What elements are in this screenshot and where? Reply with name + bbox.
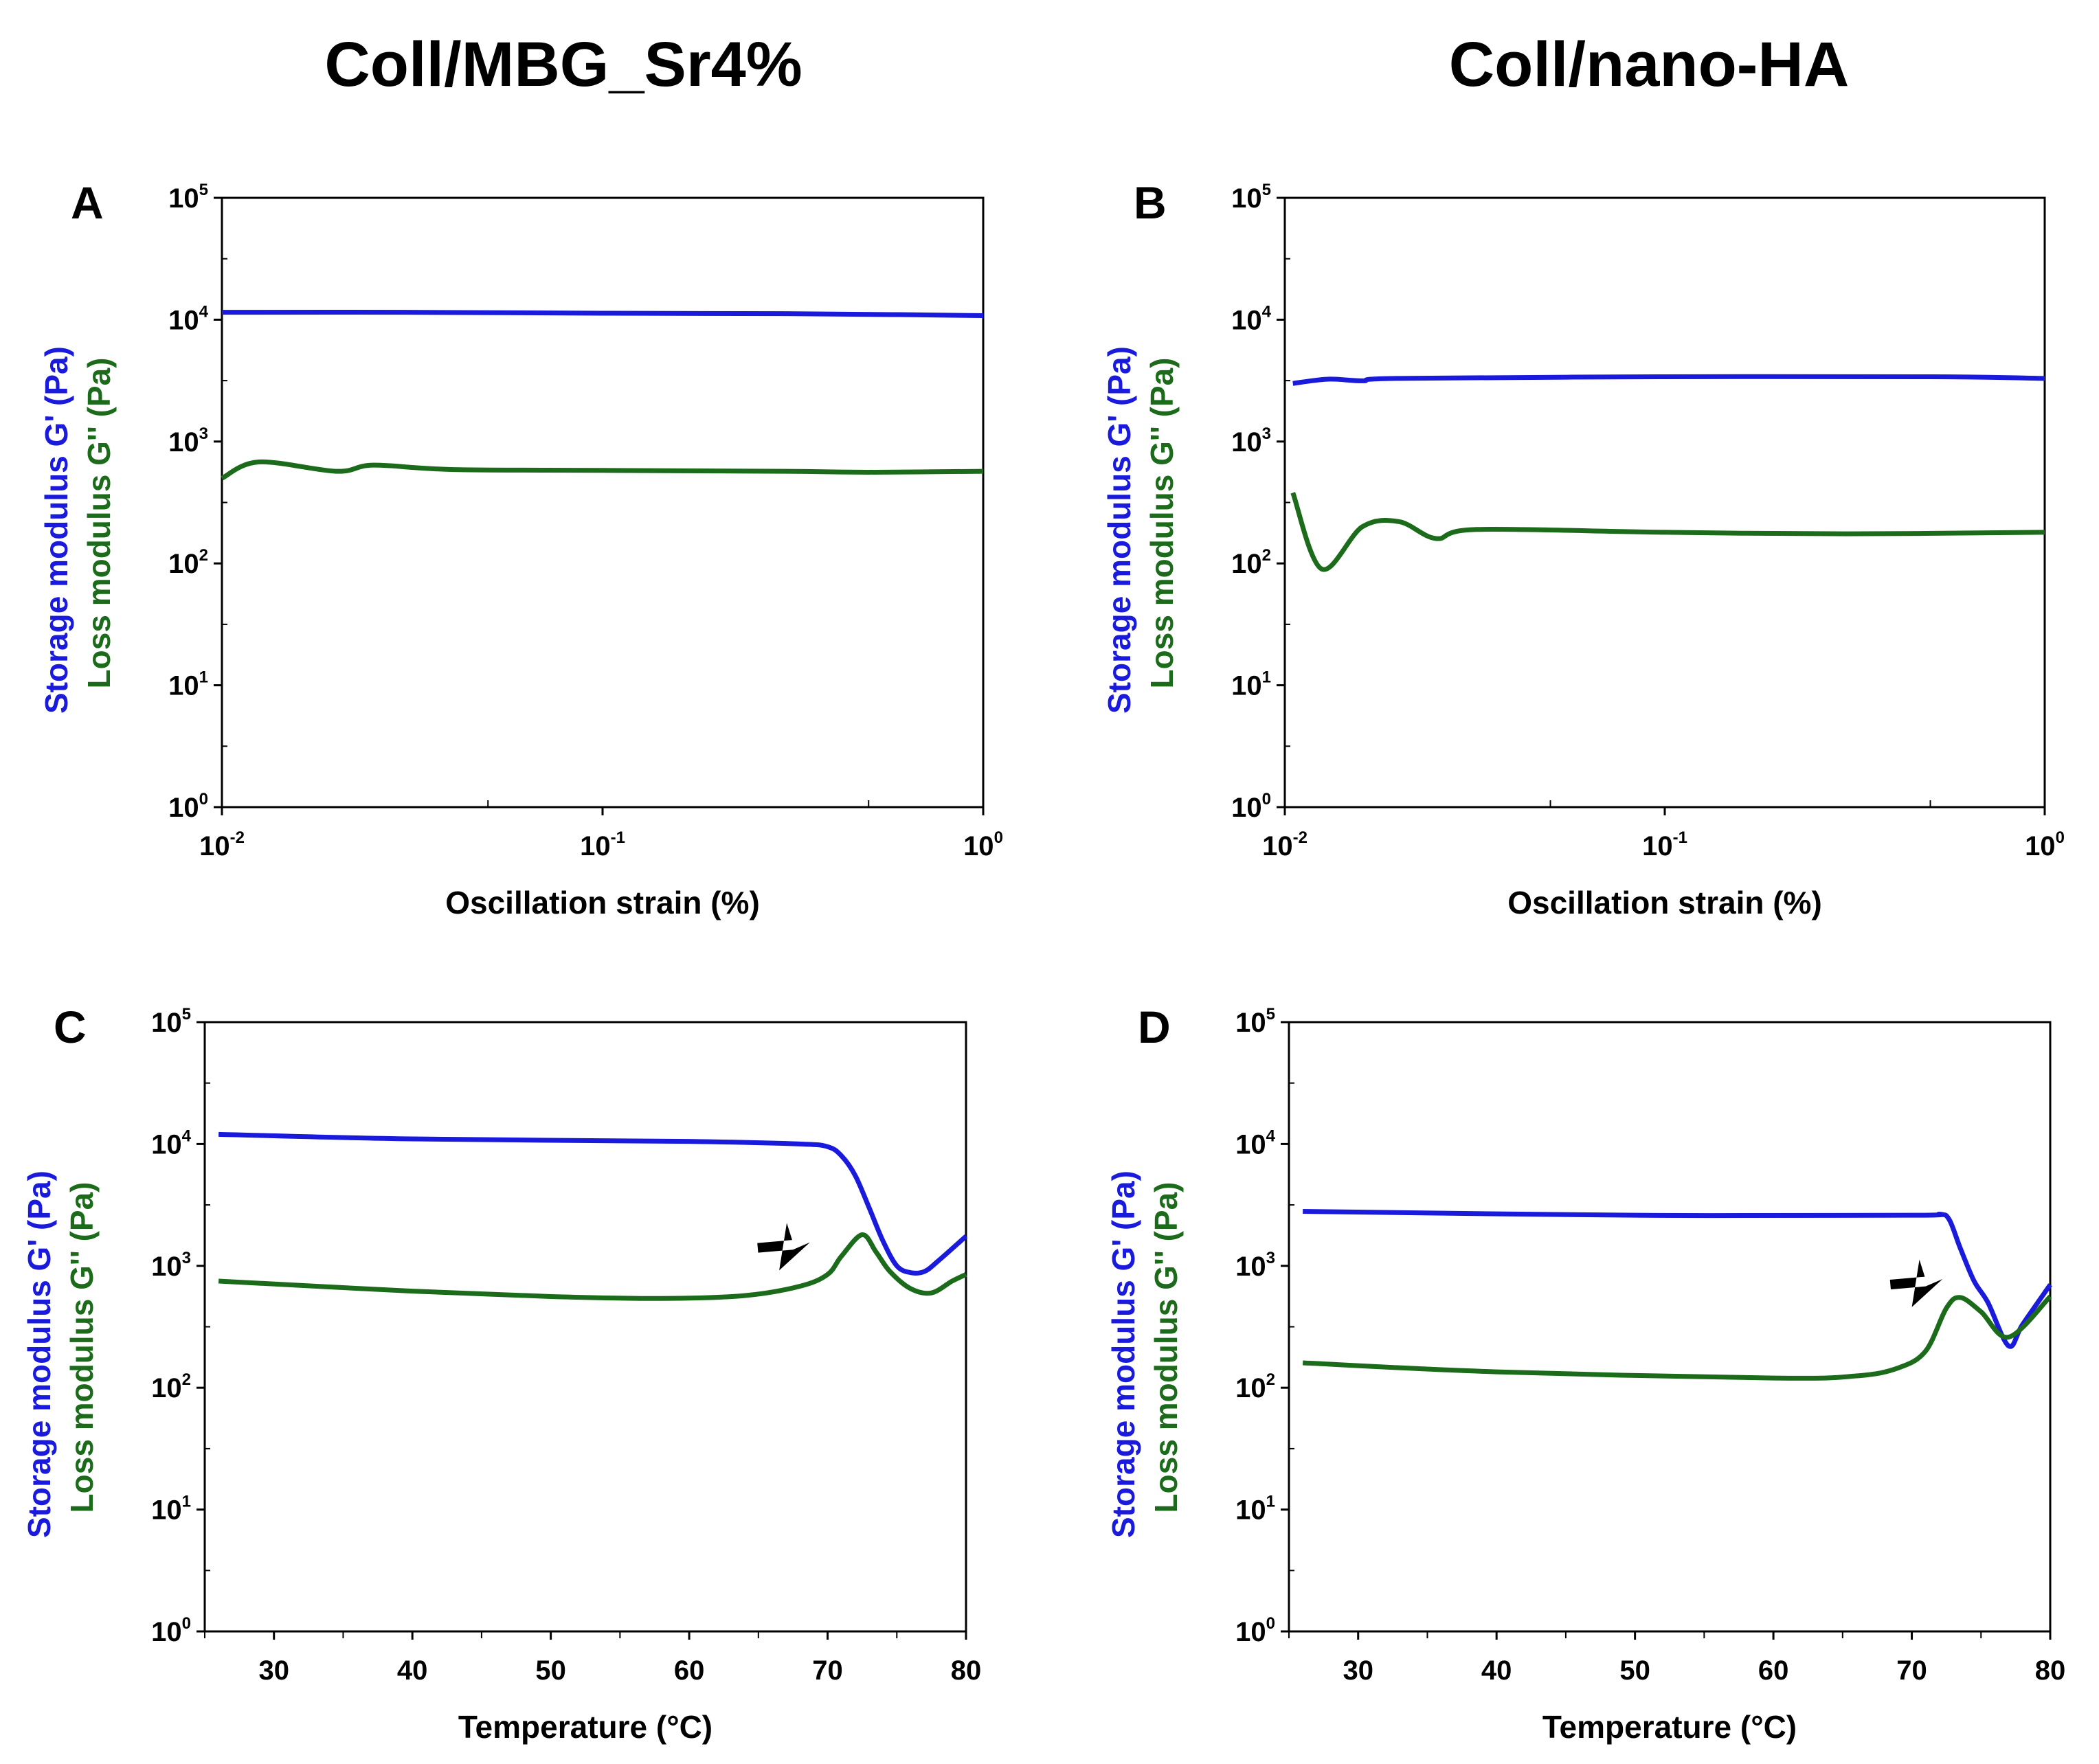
- storage-modulus-line: [221, 310, 984, 318]
- y-tick-label: 105: [151, 1005, 191, 1038]
- x-tick-label: 70: [812, 1655, 843, 1686]
- loss-modulus-line: [221, 459, 984, 481]
- x-axis-label: Oscillation strain (%): [445, 885, 760, 920]
- plot-frame: [221, 196, 985, 808]
- panel-letter: A: [71, 177, 104, 228]
- y-axis-label-storage: Storage modulus G' (Pa): [38, 346, 74, 714]
- y-tick-label: 102: [1231, 546, 1271, 579]
- loss-modulus-line: [1302, 1294, 2052, 1381]
- x-tick-label: 80: [951, 1655, 982, 1686]
- x-tick-label: 10-2: [1262, 828, 1307, 861]
- x-tick-label: 100: [2025, 828, 2065, 861]
- panel-letter: D: [1138, 1002, 1171, 1052]
- storage-modulus-line: [1292, 374, 2045, 386]
- x-tick-label: 60: [674, 1655, 705, 1686]
- y-tick-label: 104: [151, 1127, 192, 1160]
- y-axis-label-storage: Storage modulus G' (Pa): [1101, 346, 1137, 714]
- y-tick-label: 100: [1235, 1614, 1275, 1647]
- y-axis-label-loss: Loss modulus G'' (Pa): [1148, 1182, 1184, 1513]
- y-tick-label: 105: [168, 181, 208, 214]
- x-axis-label: Oscillation strain (%): [1507, 885, 1822, 920]
- x-tick-label: 100: [963, 828, 1003, 861]
- y-tick-label: 103: [168, 425, 208, 457]
- x-tick-label: 60: [1758, 1655, 1789, 1686]
- x-tick-label: 40: [397, 1655, 428, 1686]
- y-tick-label: 101: [151, 1493, 191, 1526]
- y-tick-label: 105: [1235, 1005, 1275, 1038]
- x-tick-label: 30: [1343, 1655, 1373, 1686]
- plot-frame: [203, 1021, 967, 1633]
- x-tick-label: 40: [1481, 1655, 1512, 1686]
- y-tick-label: 100: [168, 790, 208, 823]
- y-tick-label: 104: [168, 302, 209, 335]
- y-tick-label: 104: [1231, 302, 1272, 335]
- loss-modulus-line: [1290, 492, 2045, 572]
- y-tick-label: 104: [1235, 1127, 1276, 1160]
- y-tick-label: 102: [1235, 1370, 1275, 1403]
- x-axis-label: Temperature (°C): [1542, 1709, 1797, 1745]
- y-axis-label-storage: Storage modulus G' (Pa): [21, 1171, 57, 1538]
- panel-A: A 100 101 102 103 104 105 10-2 10-1 100 Oscillatio…: [38, 177, 1003, 920]
- y-tick-label: 101: [1231, 668, 1271, 701]
- y-tick-label: 105: [1231, 181, 1271, 214]
- y-tick-label: 100: [151, 1614, 191, 1647]
- x-tick-label: 10-2: [199, 828, 245, 861]
- x-tick-label: 50: [535, 1655, 566, 1686]
- y-tick-label: 103: [1235, 1249, 1275, 1282]
- panel-letter: C: [54, 1002, 87, 1052]
- y-axis-label-loss: Loss modulus G'' (Pa): [81, 358, 117, 689]
- x-tick-label: 30: [258, 1655, 289, 1686]
- y-axis-label-loss: Loss modulus G'' (Pa): [1144, 358, 1180, 689]
- y-axis-label-storage: Storage modulus G' (Pa): [1105, 1171, 1141, 1538]
- x-tick-label: 70: [1896, 1655, 1927, 1686]
- y-tick-label: 103: [1231, 425, 1271, 457]
- panel-D: D 100 101 102 103 104 105 30 40 50 60 70 80 Temperatu…: [1105, 1002, 2065, 1745]
- y-axis-label-loss: Loss modulus G'' (Pa): [64, 1182, 100, 1513]
- storage-modulus-line: [218, 1131, 968, 1276]
- panel-B: B 100 101 102 103 104 105 10-2 10-1 100 Oscillatio…: [1101, 177, 2065, 920]
- panel-C: C 100 101 102 103 104 105 30 40 50 60 70 80 Temperatu…: [21, 1002, 981, 1745]
- y-tick-label: 102: [168, 546, 208, 579]
- column-title-right: Coll/nano-HA: [1449, 30, 1850, 100]
- x-tick-label: 80: [2035, 1655, 2066, 1686]
- y-tick-label: 100: [1231, 790, 1271, 823]
- y-tick-label: 101: [1235, 1493, 1275, 1526]
- arrow-icon: [757, 1223, 810, 1271]
- y-tick-label: 101: [168, 668, 208, 701]
- x-axis-label: Temperature (°C): [458, 1709, 712, 1745]
- panel-letter: B: [1134, 177, 1167, 228]
- y-tick-label: 102: [151, 1370, 191, 1403]
- y-tick-label: 103: [151, 1249, 191, 1282]
- plot-frame: [1283, 196, 2046, 808]
- x-tick-label: 10-1: [580, 828, 625, 861]
- storage-modulus-line: [1303, 1208, 2052, 1349]
- arrow-icon: [1889, 1259, 1943, 1307]
- loss-modulus-line: [218, 1232, 967, 1301]
- x-tick-label: 10-1: [1642, 828, 1687, 861]
- column-title-left: Coll/MBG_Sr4%: [324, 30, 802, 100]
- x-tick-label: 50: [1619, 1655, 1650, 1686]
